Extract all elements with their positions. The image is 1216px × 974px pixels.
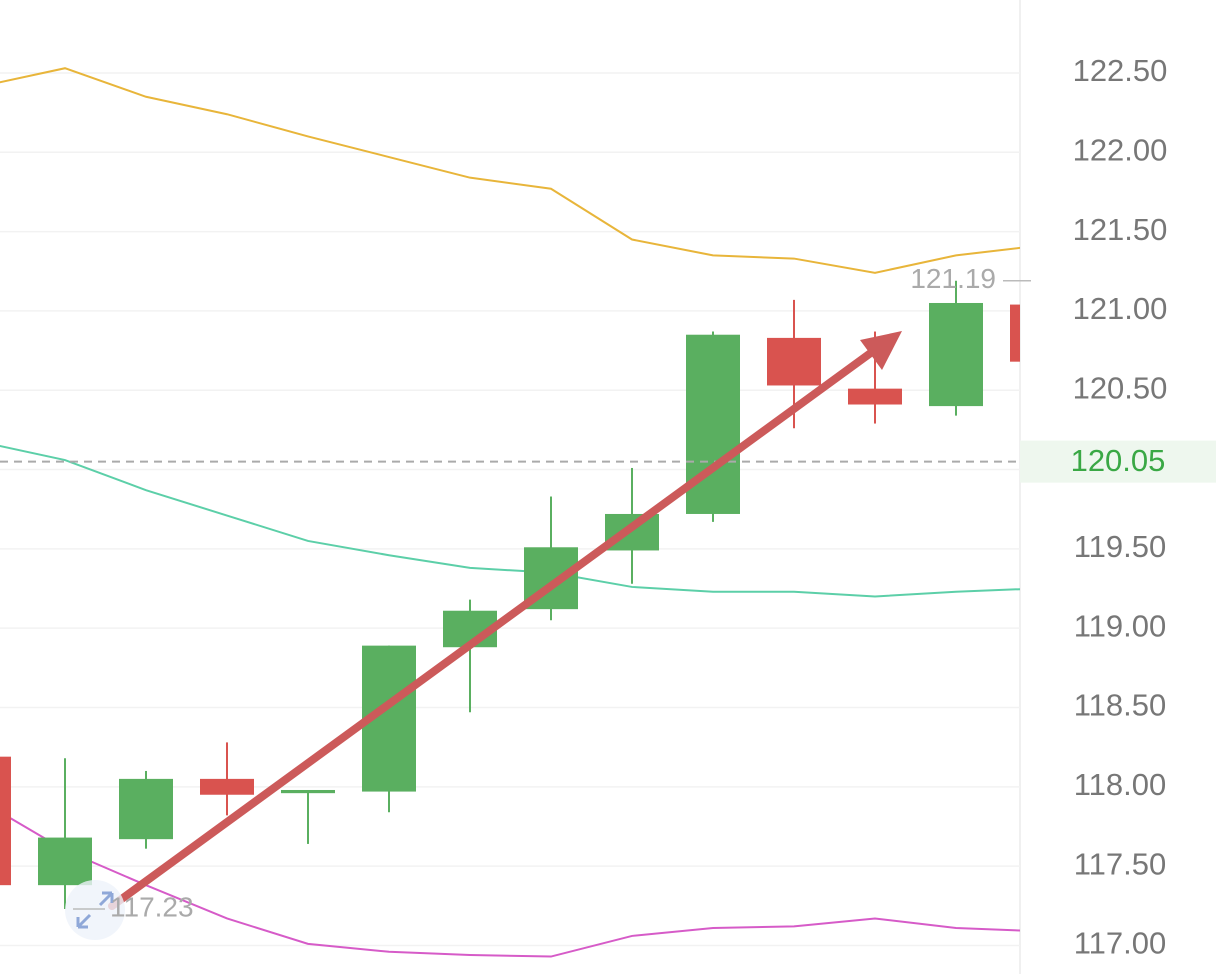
y-tick-label: 121.50	[1073, 212, 1168, 247]
y-tick-label: 117.50	[1074, 846, 1167, 881]
y-tick-label: 118.00	[1074, 767, 1167, 802]
indicator-line	[0, 445, 1020, 598]
candle-body	[119, 778, 173, 840]
low-label: 117.23	[110, 891, 194, 922]
candle-body	[767, 337, 821, 386]
last-price-label: 120.05	[1071, 443, 1166, 478]
candle-body	[200, 778, 254, 795]
y-tick-label: 117.00	[1074, 926, 1167, 961]
candle-body	[38, 837, 92, 886]
candle-body	[281, 789, 335, 794]
candle-body	[848, 388, 902, 405]
y-tick-label: 119.50	[1074, 529, 1167, 564]
y-tick-label: 122.00	[1073, 132, 1168, 167]
y-tick-label: 122.50	[1073, 53, 1168, 88]
indicator-line	[0, 67, 1020, 274]
y-tick-label: 120.50	[1073, 370, 1168, 405]
plot-area	[0, 67, 1020, 958]
indicator-line	[0, 810, 1020, 958]
y-axis: 117.00 117.50 118.00 118.50 119.00 119.50 120.…	[1073, 53, 1168, 960]
candle-body	[0, 756, 11, 886]
candle-body	[929, 302, 983, 407]
y-tick-label: 118.50	[1074, 688, 1167, 723]
y-tick-label: 121.00	[1073, 291, 1168, 326]
high-label: 121.19	[910, 263, 996, 294]
last-price-box	[1020, 440, 1216, 483]
expand-icon[interactable]	[65, 880, 125, 940]
y-tick-label: 119.00	[1074, 608, 1167, 643]
candle-body	[1010, 304, 1020, 362]
trend-arrow	[108, 331, 902, 910]
candle-body	[686, 334, 740, 514]
